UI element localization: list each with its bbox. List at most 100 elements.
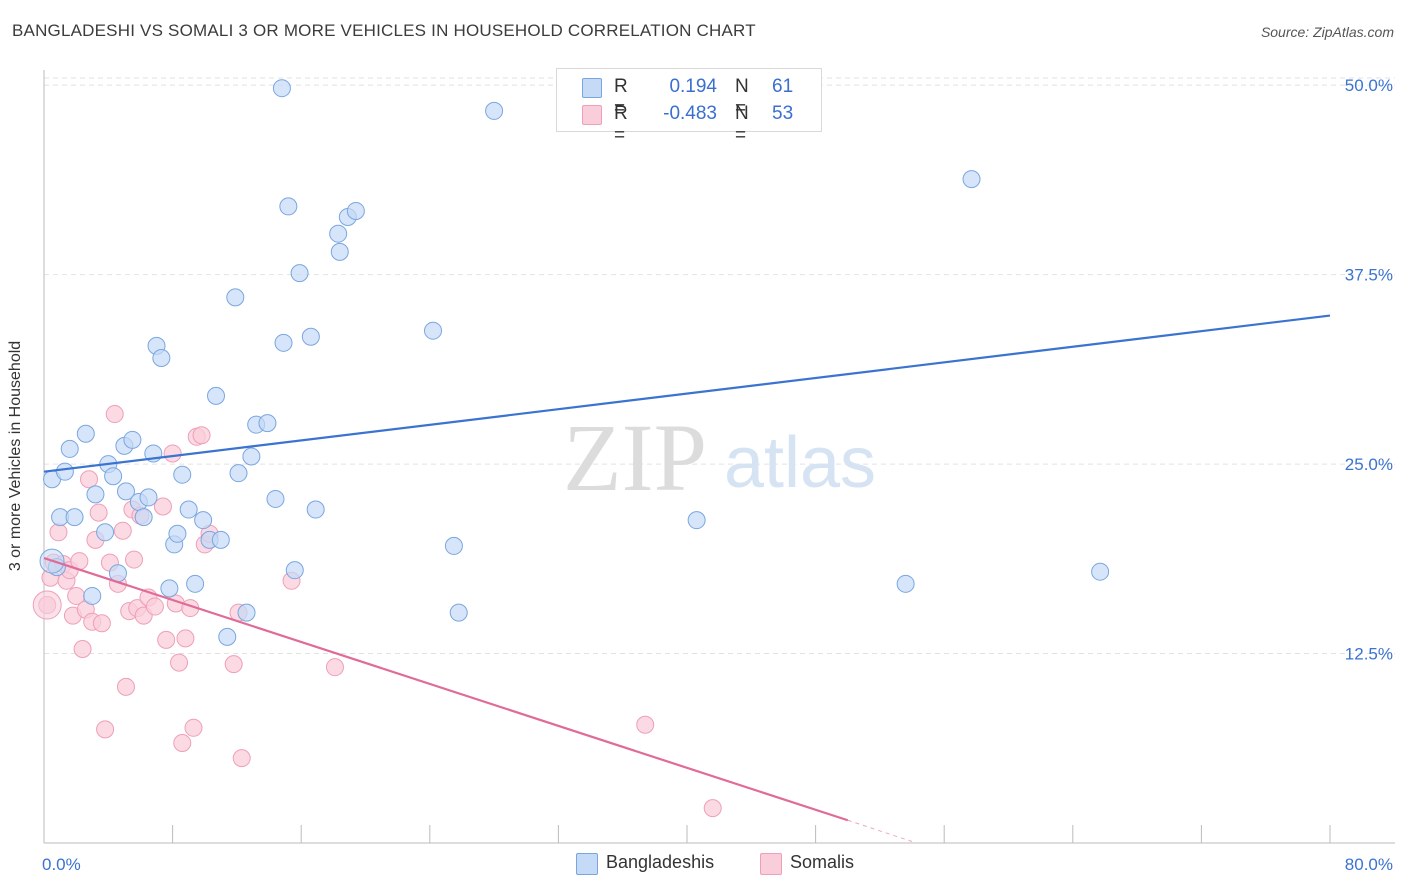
tick-labels: 12.5% 25.0% 37.5% 50.0% 0.0% 80.0% [42, 76, 1393, 874]
legend-n-value: 53 [772, 103, 794, 124]
bangladeshis-points [39, 79, 1110, 646]
bangladeshi-point [226, 288, 245, 307]
bangladeshi-point [186, 574, 205, 593]
grid-lines [44, 77, 1395, 655]
bangladeshi-point [258, 414, 277, 433]
legend-n-label: N = [735, 76, 749, 119]
bangladeshi-point [60, 439, 79, 458]
somali-point [73, 639, 92, 658]
watermark-zip: ZIP [563, 404, 707, 511]
bangladeshi-point [687, 511, 706, 530]
bottom-legend-swatch-blue [576, 853, 598, 875]
x-tick-label: 80.0% [1345, 855, 1393, 874]
bangladeshi-point [76, 424, 95, 443]
somali-point [145, 597, 164, 616]
legend-r-value: -0.483 [663, 103, 717, 124]
bangladeshi-point [274, 333, 293, 352]
bangladeshi-point [329, 224, 348, 243]
bangladeshi-point [266, 489, 285, 508]
somali-point [113, 521, 132, 540]
somali-point [116, 677, 135, 696]
y-tick-label: 25.0% [1345, 455, 1393, 474]
bangladeshi-point [160, 579, 179, 598]
bangladeshi-point [211, 530, 230, 549]
somali-point [125, 550, 144, 569]
somali-trend-line [43, 557, 849, 822]
somali-point [232, 749, 251, 768]
bangladeshi-point [449, 603, 468, 622]
somali-point [96, 720, 115, 739]
somali-point [184, 718, 203, 737]
bangladeshi-point [86, 485, 105, 504]
watermark-atlas: atlas [724, 423, 876, 503]
source-label: Source: ZipAtlas.com [1260, 24, 1394, 40]
bangladeshi-point [346, 201, 365, 220]
somali-point [49, 523, 68, 542]
bangladeshi-point [134, 508, 153, 527]
bangladeshi-point [83, 586, 102, 605]
somali-point [173, 733, 192, 752]
bangladeshi-point [237, 603, 256, 622]
y-axis-label: 3 or more Vehicles in Household [7, 340, 24, 572]
bangladeshi-point [152, 348, 171, 367]
bangladeshi-point [301, 327, 320, 346]
bangladeshi-point [65, 508, 84, 527]
somali-point [105, 405, 124, 424]
legend-swatch-blue [582, 78, 602, 98]
bangladeshi-point [424, 321, 443, 340]
bangladeshi-point [179, 500, 198, 519]
somali-point [32, 590, 62, 620]
y-tick-label: 12.5% [1345, 645, 1393, 664]
somali-trend-extension [847, 819, 913, 842]
bangladeshi-point [242, 447, 261, 466]
bangladeshi-point [330, 242, 349, 261]
bangladeshi-point [96, 523, 115, 542]
bangladeshi-point [1091, 562, 1110, 581]
bangladeshi-point [55, 462, 74, 481]
bangladeshi-point [168, 524, 187, 543]
somali-point [325, 658, 344, 677]
bangladeshi-point [285, 561, 304, 580]
trend-lines [43, 314, 1331, 842]
somali-point [703, 799, 722, 818]
legend-r-label: R = [614, 76, 628, 119]
bangladeshi-point [123, 430, 142, 449]
bangladeshi-point [139, 488, 158, 507]
watermark: ZIP atlas [563, 404, 876, 511]
bangladeshi-point [272, 79, 291, 98]
somali-point [170, 653, 189, 672]
bottom-legend-label: Somalis [790, 852, 855, 872]
legend-swatch-pink [582, 105, 602, 125]
y-tick-label: 37.5% [1345, 266, 1393, 285]
bangladeshi-point [279, 197, 298, 216]
bangladeshi-point [207, 386, 226, 405]
bangladeshi-point [444, 536, 463, 555]
somali-point [192, 426, 211, 445]
bottom-legend-swatch-pink [760, 853, 782, 875]
bangladeshi-point [173, 465, 192, 484]
axes [43, 70, 1395, 844]
y-tick-label: 50.0% [1345, 76, 1393, 95]
somali-point [636, 715, 655, 734]
somali-point [224, 655, 243, 674]
bangladeshi-point [218, 627, 237, 646]
correlation-legend: R = 0.194 N = 61 R = -0.483 N = 53 [556, 68, 822, 146]
bangladeshi-point [485, 101, 504, 120]
bangladeshi-point [896, 574, 915, 593]
somali-point [92, 614, 111, 633]
bangladeshi-point [194, 511, 213, 530]
somali-point [157, 630, 176, 649]
somali-point [80, 470, 99, 489]
bangladeshi-point [116, 482, 135, 501]
somali-point [153, 497, 172, 516]
bangladeshi-point [229, 464, 248, 483]
bottom-legend-label: Bangladeshis [606, 852, 715, 872]
legend-n-value: 61 [772, 76, 794, 97]
legend-n-label: N = [735, 103, 749, 146]
bangladeshi-point [962, 170, 981, 189]
somali-point [163, 444, 182, 463]
legend-r-value: 0.194 [669, 76, 717, 97]
chart-title: BANGLADESHI VS SOMALI 3 OR MORE VEHICLES… [12, 21, 756, 40]
bangladeshi-point [104, 467, 123, 486]
